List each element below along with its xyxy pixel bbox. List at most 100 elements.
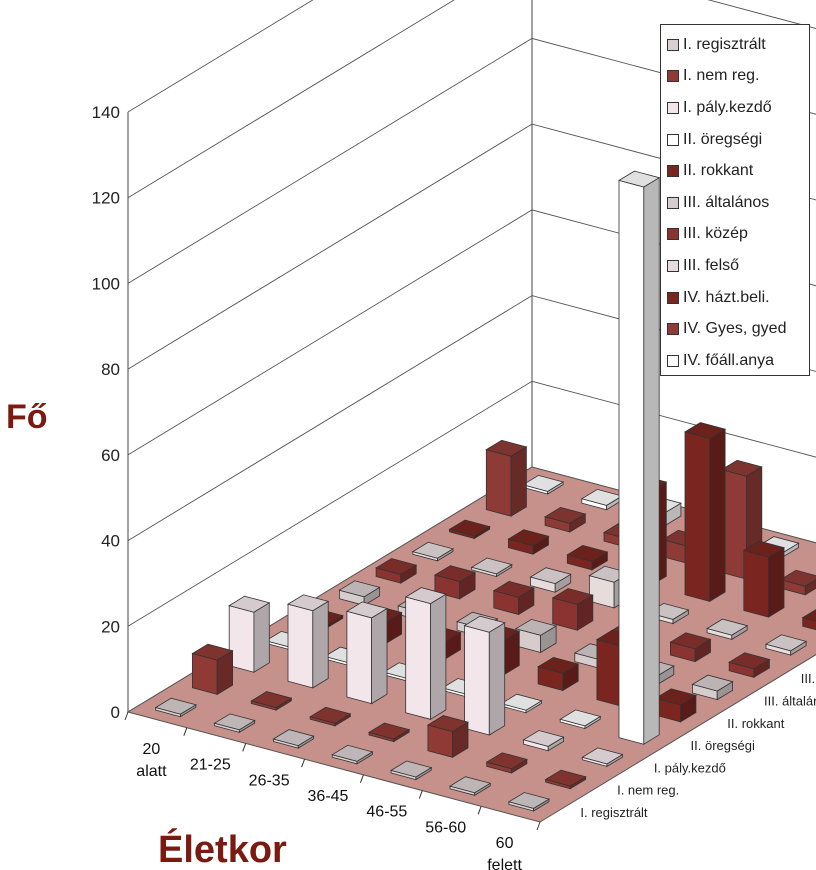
bar-top <box>485 439 528 457</box>
bar-top <box>537 656 580 674</box>
legend-swatch <box>667 354 679 367</box>
legend-swatch <box>667 196 679 209</box>
bar-front <box>743 549 769 618</box>
bar <box>448 776 492 797</box>
legend-item: III. felső <box>667 250 809 282</box>
legend-swatch <box>667 291 679 304</box>
legend-item: II. rokkant <box>667 155 809 187</box>
bar-top <box>485 752 528 770</box>
legend-swatch <box>667 101 679 114</box>
y-tick-label: 60 <box>101 446 120 465</box>
bar-top <box>720 459 763 477</box>
bar-top <box>375 558 418 575</box>
bar-top <box>500 693 543 711</box>
legend-label: II. öregségi <box>683 130 763 148</box>
bar-top <box>728 652 771 670</box>
bar-top <box>367 722 411 740</box>
x-tick-mark <box>183 727 188 736</box>
series-axis-label: III. általános <box>764 694 816 709</box>
bar <box>485 439 528 517</box>
bar-side <box>312 600 329 689</box>
bar-top <box>286 594 330 612</box>
x-category-label: 21-25 <box>190 757 231 774</box>
series-axis-label: II. rokkant <box>727 716 784 731</box>
series-axis-label: I. regisztrált <box>580 805 648 820</box>
y-tick-label: 20 <box>101 617 120 636</box>
bar-front <box>346 610 373 705</box>
x-category-labels: 20 alatt 21-25 26-35 36-45 46-55 56-60 60 felett <box>136 741 522 870</box>
bar <box>669 632 712 663</box>
bar <box>559 709 602 730</box>
bar-top <box>683 422 727 439</box>
bar <box>801 609 816 631</box>
legend-swatch <box>667 133 679 146</box>
bar-front <box>464 625 490 736</box>
bar-front <box>684 431 711 602</box>
y-tick-labels: 0 20 40 60 80 100 120 140 <box>92 103 120 722</box>
x-tick-mark <box>242 743 247 752</box>
legend-item: I. regisztrált <box>667 29 809 61</box>
y-tick-label: 120 <box>92 189 120 208</box>
bar-top <box>551 588 594 605</box>
bar <box>338 580 381 607</box>
bar <box>683 422 727 603</box>
bar-side <box>768 546 785 618</box>
bar <box>470 557 513 578</box>
bar-front <box>191 652 218 695</box>
x-category-label: 60 <box>496 835 514 852</box>
series-axis-labels: I. regisztrált I. nem reg. I. pály.kezdő II… <box>580 671 816 820</box>
bar <box>617 170 661 745</box>
legend-label: I. regisztrált <box>683 35 766 53</box>
legend-item: I. nem reg. <box>667 61 809 93</box>
bar-top <box>617 170 661 188</box>
bar-side <box>371 607 388 705</box>
legend-label: I. nem reg. <box>683 67 760 85</box>
bar-top <box>250 691 293 709</box>
x-category-label-line2: alatt <box>136 763 167 780</box>
bar-top <box>154 697 197 715</box>
bar <box>191 643 234 696</box>
x-tick-mark <box>536 821 541 831</box>
bar-front <box>485 449 512 517</box>
x-category-label: 36-45 <box>308 788 349 805</box>
bar <box>228 595 271 673</box>
bar <box>507 529 550 555</box>
legend-label: IV. házt.beli. <box>683 288 770 306</box>
bar <box>463 615 506 736</box>
bar <box>492 580 535 616</box>
bar-front <box>405 596 431 720</box>
bar <box>691 674 734 701</box>
bar-top <box>566 544 609 562</box>
legend-item: IV. házt.beli. <box>667 282 809 314</box>
bar <box>551 588 594 631</box>
bar-side <box>510 446 527 517</box>
bar <box>507 792 551 812</box>
bar <box>544 769 587 790</box>
bar <box>272 729 315 749</box>
series-axis-label: I. nem reg. <box>617 783 679 798</box>
bar <box>654 688 697 723</box>
bar <box>500 693 543 714</box>
bar <box>566 544 609 571</box>
bar <box>375 558 418 584</box>
x-category-label: 26-35 <box>249 772 290 789</box>
bar <box>448 519 491 540</box>
x-tick-mark <box>124 711 129 721</box>
bar <box>404 587 447 721</box>
series-axis-label: III. közép <box>801 671 816 686</box>
bar <box>728 652 771 679</box>
x-tick-mark <box>301 758 306 768</box>
legend-swatch <box>667 165 679 178</box>
bar-top <box>521 474 565 492</box>
y-tick-label: 100 <box>92 274 120 293</box>
x-category-label: 46-55 <box>366 804 407 821</box>
bar <box>521 474 565 495</box>
bar-front <box>618 179 645 745</box>
bar-top <box>691 674 734 692</box>
bar-side <box>253 602 270 673</box>
bar-top <box>191 643 234 661</box>
bar <box>309 706 352 727</box>
bar-top <box>559 709 602 727</box>
bar-top <box>801 609 816 622</box>
bar <box>213 713 256 734</box>
